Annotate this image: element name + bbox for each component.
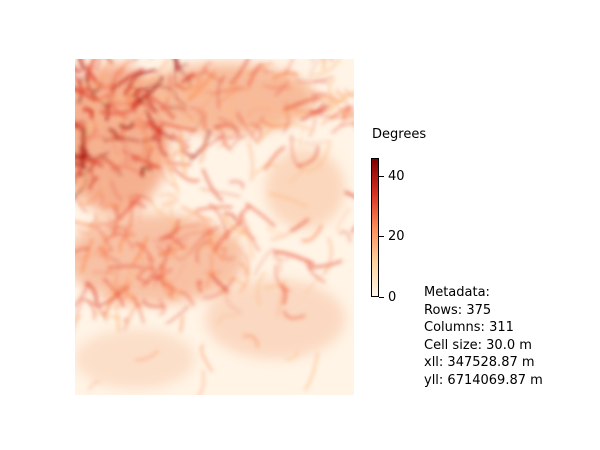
colorbar-tick-20 [379,236,384,238]
colorbar-tick-label-40: 40 [388,168,405,184]
colorbar-tick-0 [379,296,384,298]
colorbar-tick-40 [379,175,384,177]
metadata-cell-size: Cell size: 30.0 m [424,337,532,353]
colorbar [371,158,379,297]
colorbar-tick-label-0: 0 [388,289,397,305]
colorbar-tick-label-20: 20 [388,229,405,245]
metadata-rows: Rows: 375 [424,302,492,318]
metadata-heading: Metadata: [424,285,490,300]
slope-raster-map [75,59,354,395]
metadata-columns: Columns: 311 [424,320,514,335]
metadata-xll: xll: 347528.87 m [424,355,535,370]
metadata-panel: Metadata: Rows: 375 Columns: 311 Cell si… [424,284,543,389]
metadata-yll: yll: 6714069.87 m [424,372,543,388]
colorbar-title: Degrees [372,127,427,142]
